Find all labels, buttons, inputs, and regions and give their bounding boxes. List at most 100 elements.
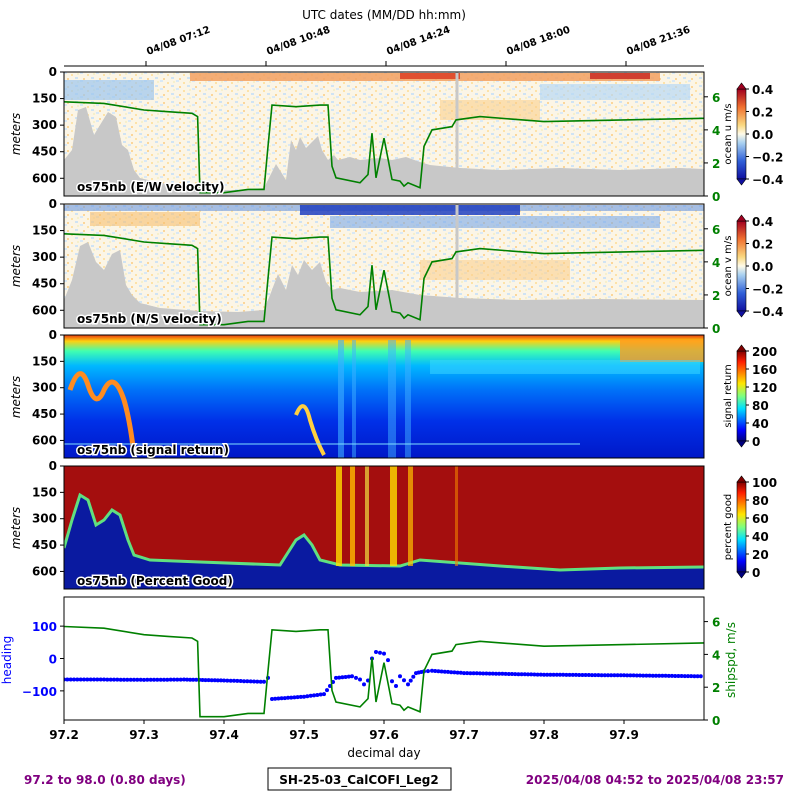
ship-speed-line xyxy=(64,233,704,326)
shipspd-tick-label: 4 xyxy=(712,648,720,662)
colorbar-extend-bottom xyxy=(736,571,747,579)
heading-marker xyxy=(88,677,93,682)
heading-marker xyxy=(108,677,113,682)
shipspd-axis: 6 4 2 0 xyxy=(704,616,720,728)
colorbar-tick-label: 200 xyxy=(752,345,777,359)
colorbar-label: signal return xyxy=(723,364,734,427)
heading-marker xyxy=(654,673,658,678)
heading-marker xyxy=(302,694,306,699)
depth-tick-label: 300 xyxy=(32,381,57,395)
heading-marker xyxy=(657,673,662,678)
heading-series xyxy=(64,650,703,701)
heading-marker xyxy=(465,671,470,676)
low-percent-region xyxy=(64,495,704,589)
heading-marker xyxy=(172,677,176,682)
panel-frame xyxy=(63,203,705,329)
colorbar-ticks: 200 160 120 80 40 0 xyxy=(746,345,777,449)
colorbar-extend-top xyxy=(736,344,747,352)
heading-marker xyxy=(209,678,214,683)
vertical-streak xyxy=(408,466,413,566)
colorbar-tick-label: 80 xyxy=(752,399,769,413)
heading-marker xyxy=(647,673,652,678)
x-tick-label: 97.6 xyxy=(369,728,399,742)
heading-marker xyxy=(65,677,70,682)
heading-marker xyxy=(402,678,406,683)
heading-marker xyxy=(638,673,642,678)
heading-marker xyxy=(255,679,260,684)
heading-marker xyxy=(452,670,457,675)
colorbar-ticks: 0.4 0.2 0.0 −0.2 −0.4 xyxy=(746,83,783,187)
heading-marker xyxy=(686,674,690,679)
heading-marker xyxy=(468,671,473,676)
heading-axis: 100 0 −100 xyxy=(22,620,64,699)
heading-marker xyxy=(215,678,220,683)
heading-marker xyxy=(442,669,447,674)
warm-patch xyxy=(440,100,540,120)
colorbar-label: ocean v m/s xyxy=(723,236,734,297)
figure-title: UTC dates (MM/DD hh:mm) xyxy=(302,8,466,22)
vertical-streak xyxy=(455,466,458,566)
surface-cold-patch xyxy=(300,205,520,215)
heading-marker xyxy=(165,677,170,682)
heading-marker xyxy=(295,695,300,700)
heading-marker xyxy=(570,672,575,677)
colorbar-label: percent good xyxy=(723,494,734,560)
heading-marker xyxy=(596,673,601,678)
heading-marker xyxy=(279,696,284,701)
heading-marker xyxy=(145,677,150,682)
heading-marker xyxy=(631,673,636,678)
colorbar-tick-label: 0.2 xyxy=(752,106,773,120)
heading-marker xyxy=(462,671,466,676)
orange-patch xyxy=(620,340,704,362)
heading-marker xyxy=(682,674,687,679)
colorbar-tick-label: 40 xyxy=(752,530,769,544)
heading-marker xyxy=(471,671,476,676)
depth-tick-label: 600 xyxy=(32,564,57,578)
heading-marker xyxy=(394,684,398,688)
colorbar xyxy=(736,88,747,180)
depth-tick-label: 150 xyxy=(32,354,57,368)
colorbar-extend-top xyxy=(736,82,747,90)
heading-marker xyxy=(350,674,354,679)
heading-marker xyxy=(155,677,160,682)
heading-marker xyxy=(542,672,546,677)
x-tick-label: 97.3 xyxy=(129,728,159,742)
colorbar-extend-bottom xyxy=(736,440,747,448)
depth-tick-label: 450 xyxy=(32,538,57,552)
colorbar xyxy=(736,220,747,312)
heading-marker xyxy=(478,671,482,676)
heading-marker xyxy=(609,673,614,678)
heading-marker xyxy=(322,692,326,697)
colorbar-tick-label: 0.0 xyxy=(752,260,773,274)
colorbar-extend-top xyxy=(736,475,747,483)
heading-marker xyxy=(235,678,240,683)
heading-marker xyxy=(503,671,508,676)
top-tick-label: 04/08 21:36 xyxy=(625,25,692,58)
heading-marker xyxy=(262,679,266,684)
colorbar-tick-label: −0.4 xyxy=(752,173,783,187)
heading-marker xyxy=(95,677,100,682)
depth-tick-label: 300 xyxy=(32,118,57,132)
heading-axis-label: heading xyxy=(0,636,14,685)
top-tick-label: 04/08 18:00 xyxy=(505,25,572,58)
colorbar-extend-bottom xyxy=(736,178,747,186)
panel-ns-velocity: os75nb (N/S velocity) 0 150 300 450 600 6 4 2 0… xyxy=(9,197,783,336)
transition-band xyxy=(64,492,704,572)
heading-marker xyxy=(580,673,585,677)
depth-tick-label: 300 xyxy=(32,250,57,264)
heading-marker xyxy=(695,674,700,679)
colorbar-tick-label: 100 xyxy=(752,476,777,490)
heading-marker xyxy=(115,677,120,682)
heading-marker xyxy=(386,658,390,663)
speed-axis: 6 4 2 0 xyxy=(704,91,720,204)
panel-frame xyxy=(63,71,705,197)
depth-tick-label: 450 xyxy=(32,145,57,159)
speed-tick-label: 2 xyxy=(712,289,720,303)
speed-tick-label: 4 xyxy=(712,256,720,270)
heading-marker xyxy=(334,675,338,680)
heading-marker xyxy=(225,678,230,683)
depth-tick-label: 450 xyxy=(32,407,57,421)
heading-marker xyxy=(142,677,146,682)
